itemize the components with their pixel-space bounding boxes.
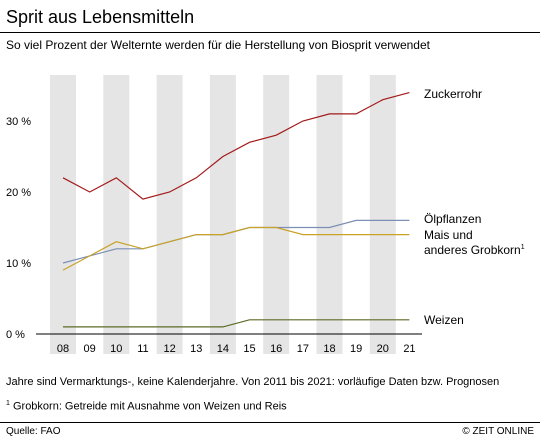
footnote-marker: 1 [6, 400, 10, 407]
footer-rule [0, 422, 540, 423]
x-tick-label: 13 [190, 343, 202, 355]
x-tick-label: 14 [217, 343, 229, 355]
footnote-text: Grobkorn: Getreide mit Ausnahme von Weiz… [12, 400, 287, 413]
note-years: Jahre sind Vermarktungs-, keine Kalender… [6, 376, 500, 388]
x-tick-label: 08 [57, 343, 69, 355]
grid-band [369, 75, 396, 354]
series-label: Weizen [424, 313, 464, 327]
series-line [63, 319, 410, 328]
series-label: Ölpflanzen [424, 212, 481, 226]
x-tick-label: 21 [403, 343, 415, 355]
y-tick-label: 20 % [6, 187, 31, 199]
grid-band [263, 75, 290, 354]
grid-band [103, 75, 130, 354]
y-tick-label: 10 % [6, 258, 31, 270]
series-line [62, 226, 410, 271]
x-tick-label: 17 [297, 343, 309, 355]
credit-text: © ZEIT ONLINE [462, 426, 534, 437]
series-line [62, 92, 410, 200]
grid-band [156, 75, 183, 354]
x-tick-label: 10 [110, 343, 122, 355]
series-label: Mais und anderes Grobkorn1 [424, 228, 525, 257]
x-tick-label: 15 [243, 343, 255, 355]
chart-title: Sprit aus Lebensmitteln [6, 7, 195, 27]
x-tick-label: 19 [350, 343, 362, 355]
line-chart: 0 % 10 % 20 % 30 % 08 09 10 11 12 13 14 15 16 17 18 19 2… [6, 75, 525, 355]
y-tick-label: 0 % [6, 329, 25, 341]
grid-band [209, 75, 236, 354]
x-tick-label: 12 [163, 343, 175, 355]
x-tick-label: 20 [377, 343, 389, 355]
title-rule [0, 32, 540, 33]
x-tick-label: 09 [84, 343, 96, 355]
series-label: Zuckerrohr [424, 87, 482, 101]
grid-band [50, 75, 76, 354]
chart-subtitle: So viel Prozent der Welternte werden für… [6, 38, 430, 52]
y-tick-label: 30 % [6, 116, 31, 128]
source-text: Quelle: FAO [6, 426, 61, 437]
x-tick-label: 18 [323, 343, 335, 355]
grid-band [316, 75, 343, 354]
x-tick-label: 16 [270, 343, 282, 355]
x-tick-label: 11 [137, 343, 148, 355]
note-footnote: 1 Grobkorn: Getreide mit Ausnahme von We… [6, 397, 287, 414]
